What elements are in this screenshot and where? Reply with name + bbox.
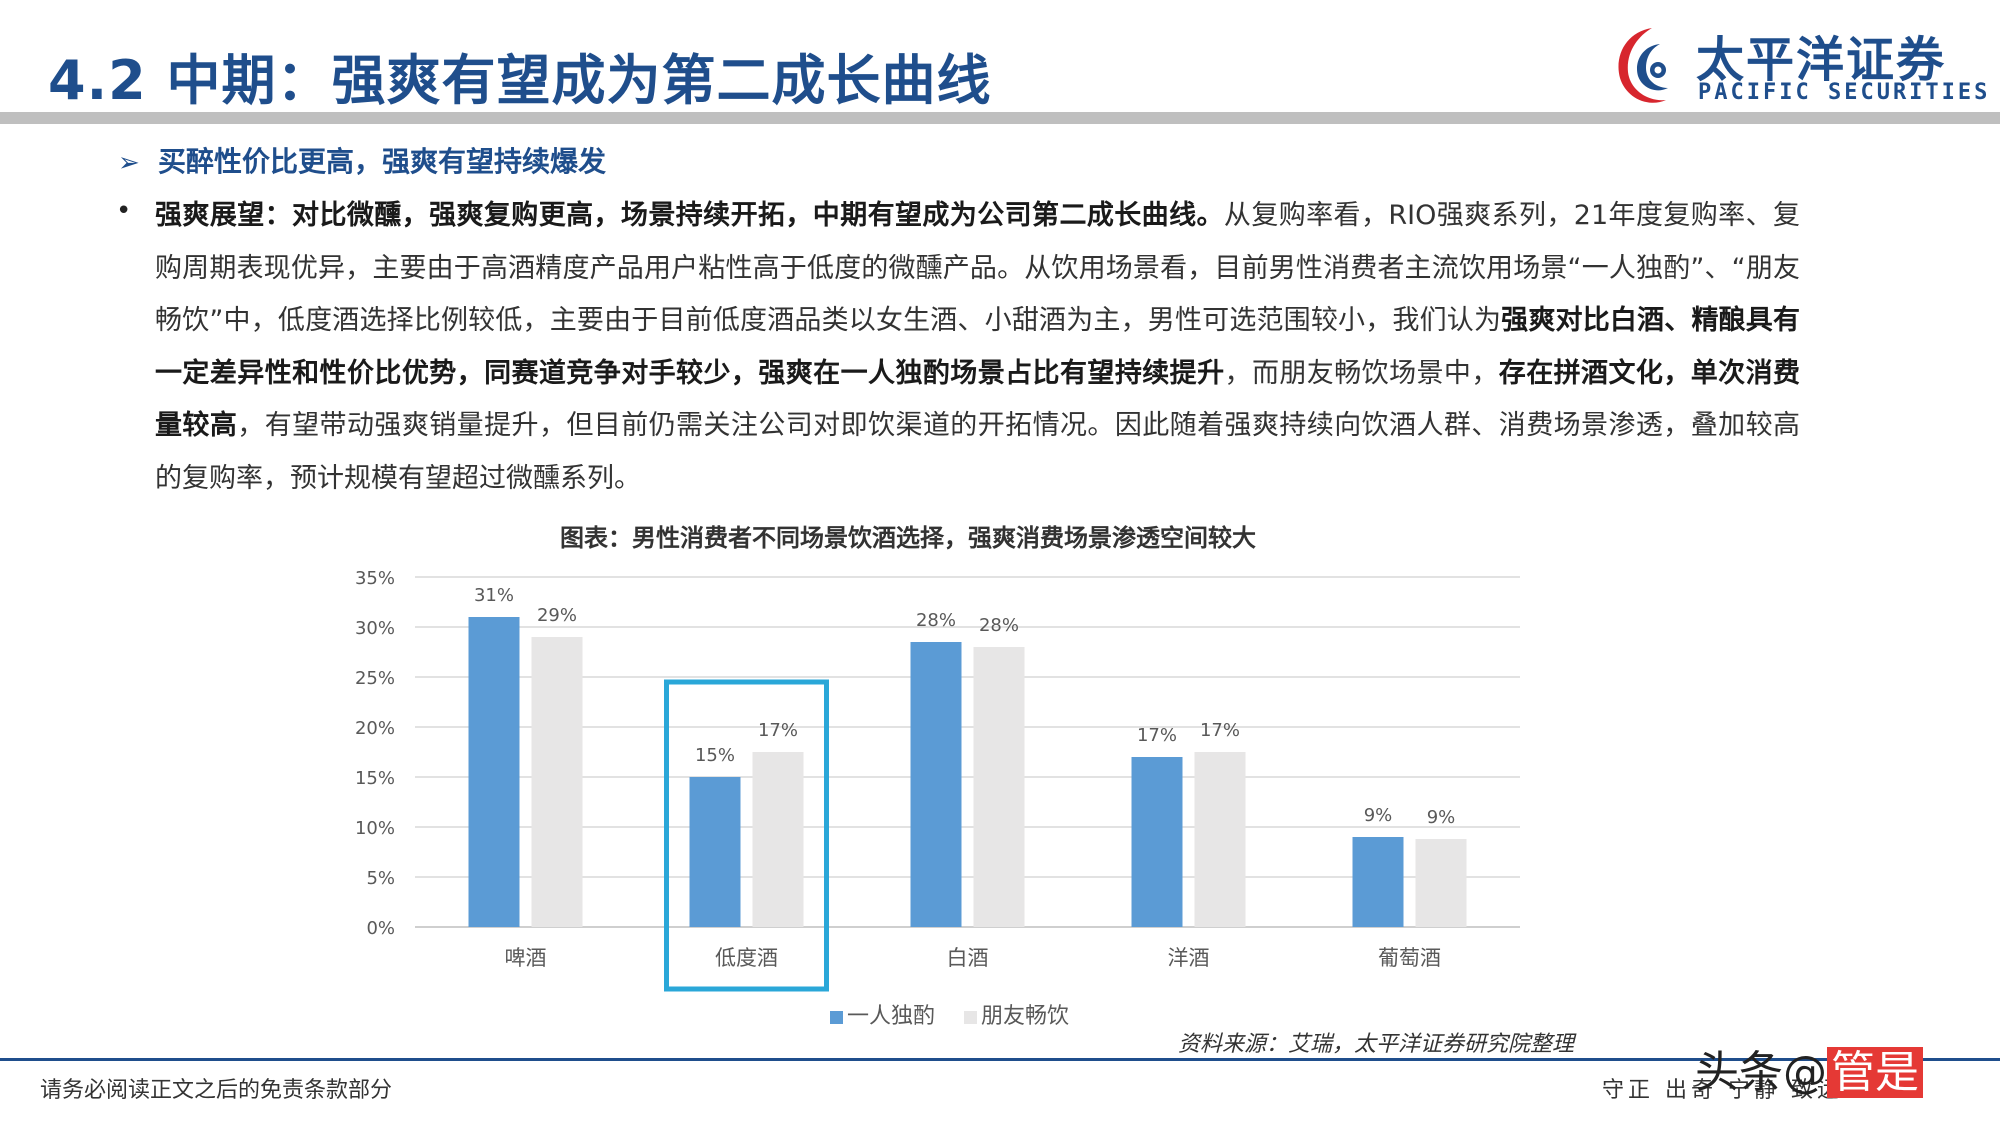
- legend-swatch-series-1: [830, 1010, 843, 1024]
- y-tick-label: 5%: [366, 868, 395, 889]
- y-tick-label: 25%: [355, 668, 395, 689]
- footer-motto: 守正 出奇 宁静 致远: [1602, 1078, 1843, 1103]
- bar-2: [973, 647, 1025, 927]
- para-seg-4: 存在拼酒文化，单次消费量较高: [155, 357, 1801, 442]
- page-title: 4.2 中期：强爽有望成为第二成长曲线: [48, 49, 992, 112]
- x-tick-label: 葡萄酒: [1378, 946, 1441, 970]
- data-label: 29%: [537, 605, 577, 626]
- logo-english-name: PACIFIC SECURITIES: [1698, 80, 1991, 105]
- footer-divider: [0, 1058, 2000, 1061]
- y-tick-label: 0%: [366, 918, 395, 939]
- watermark-prefix: 头条@: [1695, 1047, 1827, 1098]
- legend-label-series-1: 一人独酌: [847, 1004, 936, 1029]
- logo-chinese-name: 太平洋证券: [1696, 32, 1947, 88]
- para-seg-3: ，而朋友畅饮场景中，: [1224, 357, 1499, 389]
- bar-1: [910, 642, 962, 927]
- legend-item-series-1: 一人独酌: [830, 1004, 942, 1029]
- legend-swatch-series-2: [964, 1010, 978, 1024]
- data-label: 15%: [695, 745, 735, 766]
- y-tick-label: 35%: [355, 568, 395, 589]
- para-seg-5: ，有望带动强爽销量提升，但目前仍需关注公司对即饮渠道的开拓情况。因此随着强爽持续…: [155, 410, 1801, 494]
- data-label: 28%: [979, 615, 1019, 636]
- data-label: 17%: [1137, 725, 1177, 746]
- y-tick-label: 30%: [355, 618, 395, 639]
- bar-2: [752, 752, 804, 927]
- legend-item-series-2: 朋友畅饮: [964, 1004, 1069, 1029]
- legend-label-series-2: 朋友畅饮: [981, 1004, 1070, 1029]
- company-logo: 太平洋证券 PACIFIC SECURITIES: [1612, 18, 1987, 108]
- bar-1: [468, 617, 520, 927]
- watermark-highlight: 管是: [1827, 1047, 1923, 1098]
- subheading: ➢ 买醉性价比更高，强爽有望持续爆发: [118, 140, 606, 180]
- y-tick-label: 10%: [355, 818, 395, 839]
- subheading-text: 买醉性价比更高，强爽有望持续爆发: [158, 145, 607, 178]
- para-seg-0: 强爽展望：对比微醺，强爽复购更高，场景持续开拓，中期有望成为公司第二成长曲线。: [155, 200, 1224, 231]
- bar-1: [1131, 757, 1183, 927]
- data-label: 17%: [1200, 720, 1240, 741]
- bar-1: [689, 777, 741, 927]
- x-tick-label: 啤酒: [505, 946, 547, 970]
- pacific-logo-icon: [1618, 28, 1668, 103]
- bar-1: [1352, 837, 1404, 927]
- data-label: 17%: [758, 720, 798, 741]
- arrow-bullet-icon: ➢: [118, 148, 140, 178]
- header-divider: [0, 112, 2000, 124]
- source-note: 资料来源：艾瑞，太平洋证券研究院整理: [1178, 1032, 1575, 1057]
- para-seg-1: 从复购率看，RIO强爽系列，21年度复购率、复购周期表现优异，主要由于高酒精度产…: [155, 200, 1800, 336]
- para-seg-2: 强爽对比白酒、精酿具有一定差异性和性价比优势，同赛道竞争对手较少，强爽在一人独酌…: [155, 305, 1800, 389]
- paragraph-bullet: •: [116, 196, 132, 226]
- chart-legend: 一人独酌 朋友畅饮: [830, 998, 1091, 1030]
- footer-disclaimer: 请务必阅读正文之后的免责条款部分: [40, 1078, 393, 1103]
- chart-title: 图表：男性消费者不同场景饮酒选择，强爽消费场景渗透空间较大: [560, 524, 1256, 552]
- watermark: 头条@管是: [1695, 1036, 1923, 1100]
- data-label: 9%: [1364, 805, 1393, 826]
- data-label: 28%: [916, 610, 956, 631]
- data-label: 9%: [1427, 807, 1456, 828]
- body-paragraph: 强爽展望：对比微醺，强爽复购更高，场景持续开拓，中期有望成为公司第二成长曲线。从…: [155, 190, 1800, 505]
- x-tick-label: 低度酒: [715, 946, 778, 970]
- bar-2: [1194, 752, 1246, 927]
- highlight-box: [664, 679, 829, 992]
- data-label: 31%: [474, 585, 514, 606]
- y-tick-label: 20%: [355, 718, 395, 739]
- y-tick-label: 15%: [355, 768, 395, 789]
- x-tick-label: 白酒: [947, 946, 989, 970]
- bar-2: [1415, 839, 1467, 927]
- bar-2: [531, 637, 583, 927]
- x-tick-label: 洋酒: [1168, 946, 1210, 970]
